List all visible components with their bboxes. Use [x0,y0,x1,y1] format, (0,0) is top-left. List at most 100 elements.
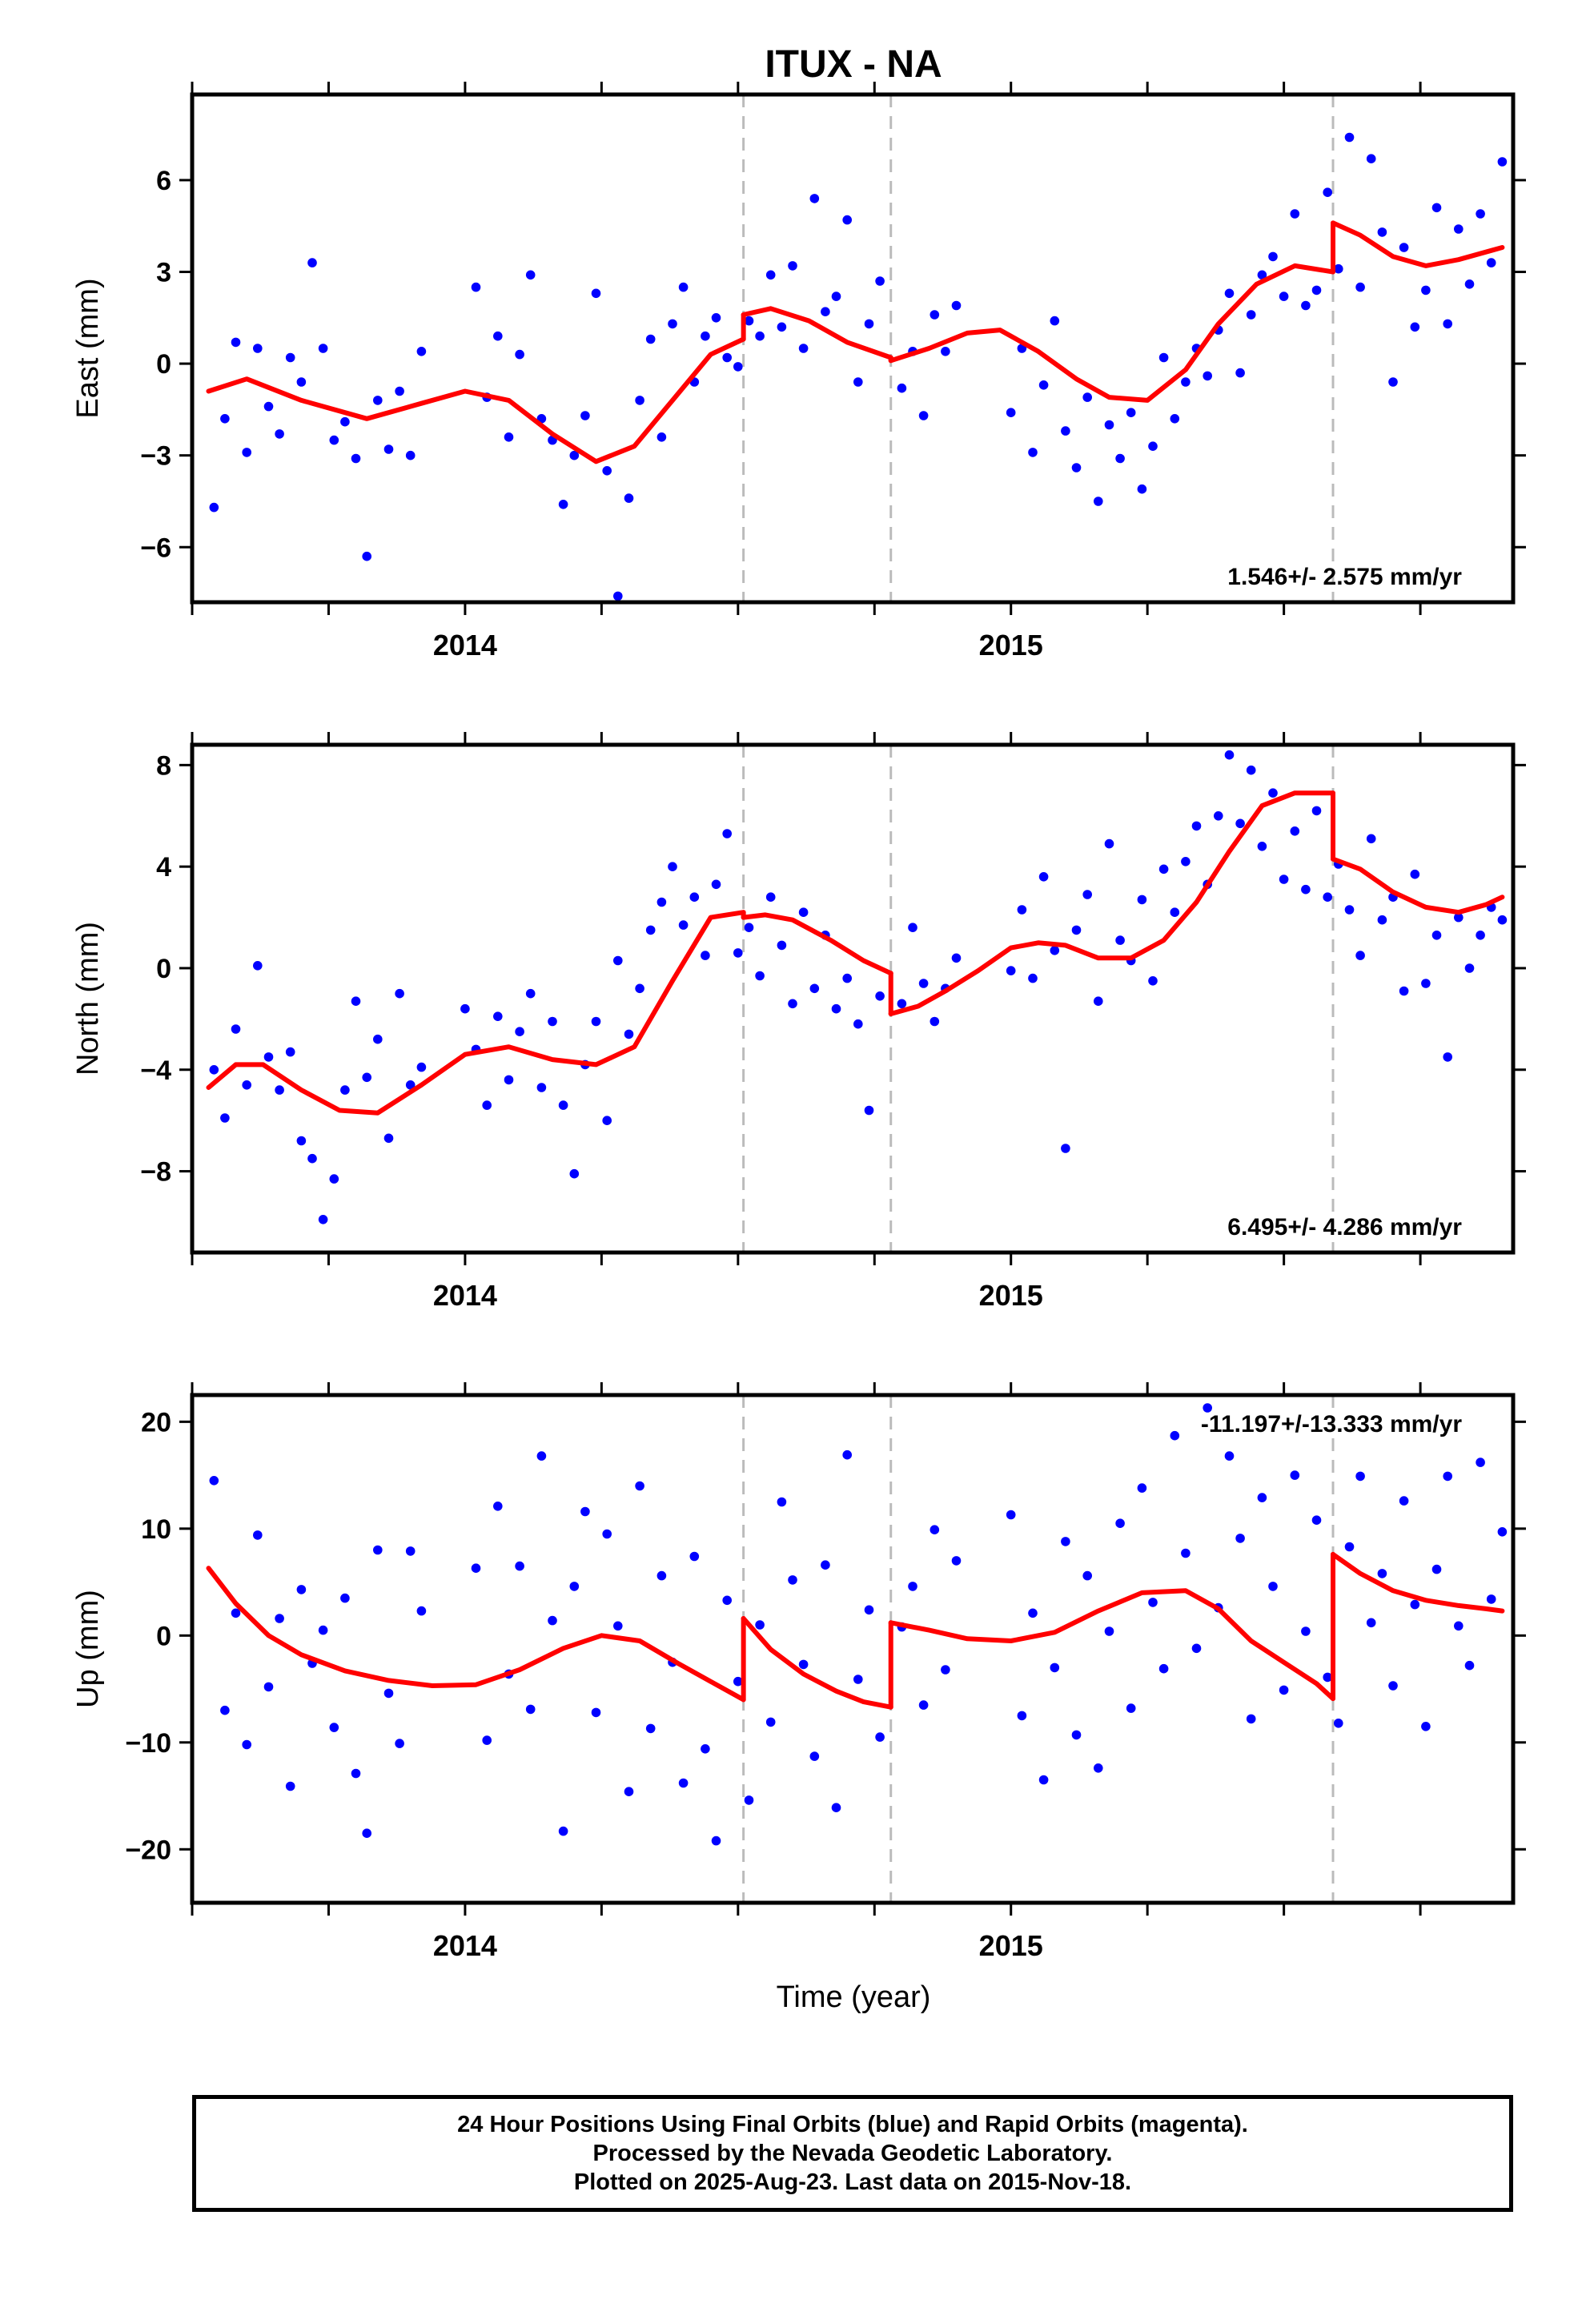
north-data-point [678,920,689,930]
up-y-tick-label: 0 [156,1621,171,1651]
up-data-point [275,1614,284,1623]
up-data-point [701,1744,710,1754]
up-data-point [1399,1496,1409,1506]
up-data-point [1126,1703,1136,1713]
east-data-point [1246,310,1256,320]
north-data-point [373,1034,383,1044]
up-data-point [1486,1594,1496,1604]
north-panel: −8 −4 0 4 8 North (mm) 2014 2015 6.495+/- 4.286 … [71,732,1526,1312]
up-data-point [1257,1493,1267,1502]
up-data-point [809,1751,820,1761]
up-data-point [1061,1537,1070,1546]
up-data-point [383,1688,394,1699]
east-data-point [1148,441,1158,451]
north-data-point [853,1019,863,1029]
up-y-tick-label: 20 [141,1407,171,1437]
up-data-point [220,1705,230,1715]
up-data-point [842,1449,852,1460]
north-data-point [1191,821,1202,831]
up-data-point [918,1700,929,1710]
east-data-point [263,401,274,412]
footer-line-1: 24 Hour Positions Using Final Orbits (bl… [457,2112,1248,2137]
east-data-point [635,396,644,405]
north-y-tick-label: −8 [140,1157,171,1188]
north-data-point [701,951,710,960]
east-data-point [930,310,940,320]
up-data-point [1366,1618,1376,1628]
up-data-point [416,1606,427,1616]
north-data-point [558,1100,568,1110]
east-data-point [821,307,830,317]
up-data-point [1355,1471,1365,1482]
up-data-point [525,1704,536,1715]
north-data-point [624,1029,634,1039]
east-data-point [220,414,230,424]
up-data-point [1268,1582,1278,1591]
north-data-point [897,999,907,1009]
up-data-point [1050,1663,1060,1673]
east-data-point [1257,270,1267,280]
up-data-point [1082,1570,1092,1581]
east-data-point [1104,420,1114,430]
up-y-tick-label: −10 [125,1728,171,1759]
up-data-point [941,1665,950,1675]
east-data-point [580,411,590,420]
north-data-point [1290,826,1300,836]
east-data-point [383,444,394,454]
up-data-point [1235,1534,1245,1543]
east-data-point [307,258,317,267]
up-y-tick-label: 10 [141,1514,171,1545]
north-data-point [1181,857,1191,866]
north-data-point [1158,864,1169,875]
up-data-point [1170,1430,1180,1441]
east-data-point [373,396,383,405]
north-data-point [1170,907,1180,917]
up-data-point [285,1781,295,1791]
east-data-point [1497,157,1508,167]
east-data-point [395,386,404,396]
north-data-point [875,991,885,1001]
east-data-point [755,331,765,341]
east-data-point [1126,408,1136,417]
up-data-point [1388,1681,1398,1691]
up-x-tick-label: 2015 [979,1929,1043,1962]
east-data-point [1464,279,1475,289]
north-data-point [1115,935,1125,945]
north-data-point [668,862,677,871]
up-data-point [405,1546,416,1556]
north-y-tick-label: −4 [140,1055,171,1086]
east-data-point [842,215,852,225]
up-data-point [656,1570,667,1581]
east-data-point [1355,282,1365,292]
up-data-point [1497,1527,1508,1537]
north-data-point [395,988,404,999]
north-model-segment-0 [206,910,746,1116]
east-data-point [493,331,503,341]
up-data-point [1290,1470,1300,1480]
up-data-point [1224,1451,1235,1461]
east-model-segment-0 [206,336,746,464]
up-data-point [1137,1483,1147,1493]
up-data-point [1464,1660,1475,1671]
east-data-point [624,493,634,503]
up-data-point [1158,1663,1169,1674]
east-data-point [525,270,536,280]
up-data-point [722,1595,732,1606]
up-data-point [798,1659,809,1670]
up-data-point [558,1826,568,1836]
north-data-point [231,1024,241,1034]
north-model-segment-2 [888,790,1335,1016]
east-data-point [744,316,754,326]
north-data-point [285,1047,295,1057]
north-data-point [1443,1052,1452,1062]
east-data-point [1038,380,1049,390]
north-data-point [908,923,917,932]
north-data-point [1268,788,1278,798]
up-data-point [678,1778,689,1788]
east-data-point [1050,316,1060,326]
up-model-segment-0 [206,1566,746,1703]
up-data-point [624,1787,634,1796]
up-data-point [242,1739,252,1750]
east-data-point [209,502,219,513]
north-data-point [831,1003,841,1014]
